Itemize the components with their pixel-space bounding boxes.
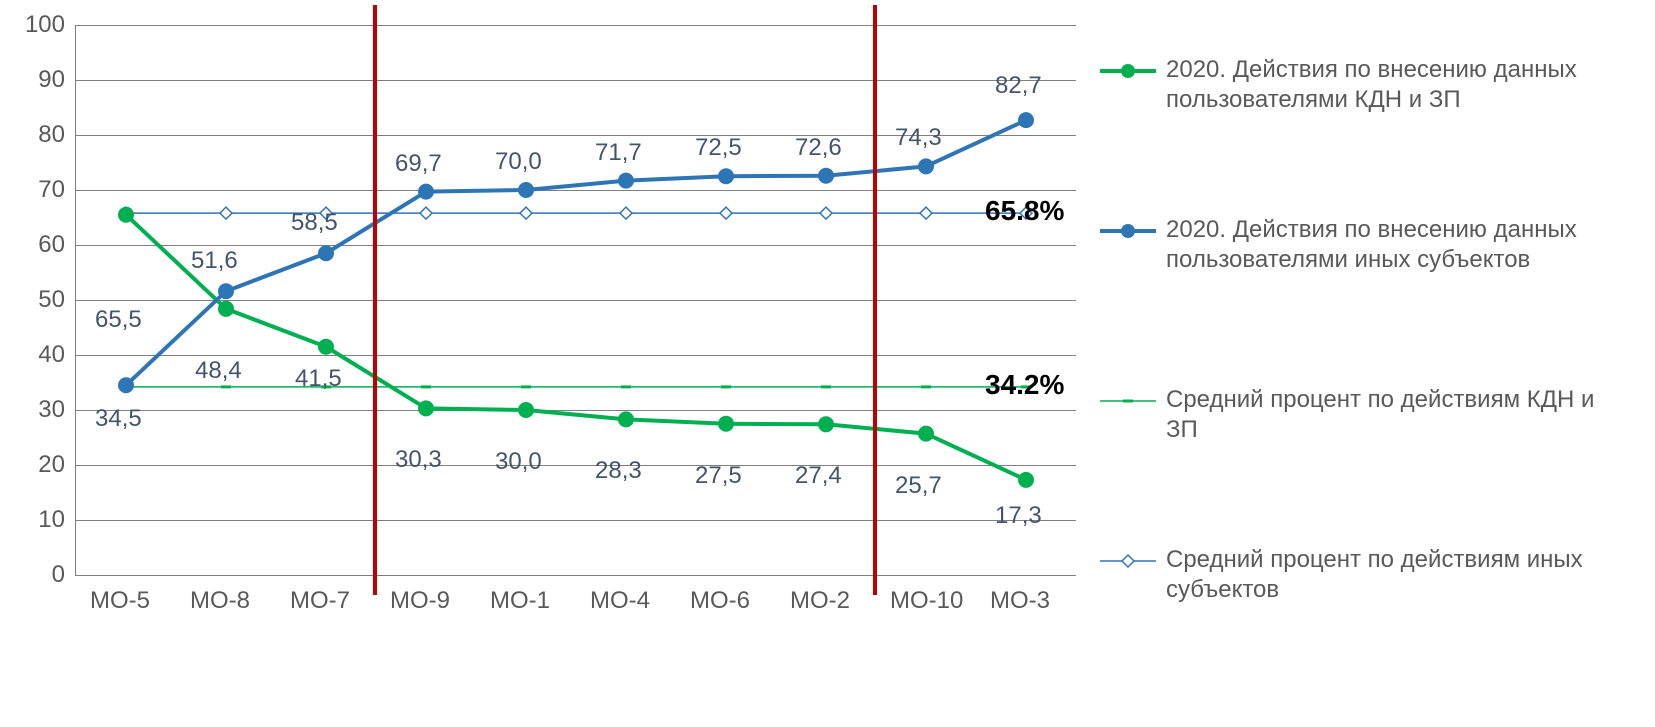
series-green-data-label: 30,0 (495, 448, 542, 476)
series-blue-data-label: 74,3 (895, 124, 942, 152)
series-blue-marker (118, 377, 134, 393)
x-tick-label: МО-6 (690, 587, 750, 615)
x-tick-label: МО-7 (290, 587, 350, 615)
series-green-data-label: 27,4 (795, 462, 842, 490)
y-tick-label: 80 (38, 121, 65, 149)
y-tick-label: 70 (38, 176, 65, 204)
legend-swatch (1100, 391, 1156, 411)
divider-line (373, 5, 377, 595)
series-green-marker (718, 416, 734, 432)
series-blue-data-label: 72,5 (695, 134, 742, 162)
y-tick-label: 0 (52, 561, 65, 589)
series-blue-marker (1018, 112, 1034, 128)
legend-label: Средний процент по действиям КДН и ЗП (1166, 385, 1606, 445)
series-blue-marker (918, 158, 934, 174)
series-blue-marker (418, 184, 434, 200)
legend-item-series_blue: 2020. Действия по внесению данных пользо… (1100, 215, 1640, 275)
series-green-marker (118, 207, 134, 223)
series-blue-data-label: 34,5 (95, 405, 142, 433)
x-tick-label: МО-5 (90, 587, 150, 615)
series-green-data-label: 25,7 (895, 472, 942, 500)
series-green-data-label: 65,5 (95, 306, 142, 334)
x-tick-label: МО-2 (790, 587, 850, 615)
legend-label: 2020. Действия по внесению данных пользо… (1166, 215, 1606, 275)
legend-item-ref_blue: Средний процент по действиям иных субъек… (1100, 545, 1640, 605)
series-blue-data-label: 51,6 (191, 247, 238, 275)
series-green-marker (1018, 472, 1034, 488)
y-tick-label: 50 (38, 286, 65, 314)
series-blue-data-label: 58,5 (291, 209, 338, 237)
legend-item-ref_green: Средний процент по действиям КДН и ЗП (1100, 385, 1640, 445)
reference-label-green: 34.2% (985, 369, 1064, 401)
series-green-data-label: 28,3 (595, 457, 642, 485)
series-green-data-label: 17,3 (995, 502, 1042, 530)
series-green-marker (518, 402, 534, 418)
ref-blue-marker (420, 207, 432, 219)
series-blue-marker (718, 168, 734, 184)
series-blue-data-label: 69,7 (395, 150, 442, 178)
series-green-marker (218, 301, 234, 317)
series-green-marker (918, 426, 934, 442)
x-tick-label: МО-8 (190, 587, 250, 615)
ref-blue-marker (820, 207, 832, 219)
ref-blue-marker (920, 207, 932, 219)
legend-label: 2020. Действия по внесению данных пользо… (1166, 55, 1606, 115)
ref-blue-marker (720, 207, 732, 219)
reference-label-blue: 65.8% (985, 195, 1064, 227)
ref-blue-marker (520, 207, 532, 219)
ref-blue-marker (220, 207, 232, 219)
legend-swatch (1100, 551, 1156, 571)
x-tick-label: МО-9 (390, 587, 450, 615)
series-blue-data-label: 72,6 (795, 134, 842, 162)
legend-swatch (1100, 221, 1156, 241)
series-blue-marker (318, 245, 334, 261)
y-tick-label: 20 (38, 451, 65, 479)
series-green-marker (418, 400, 434, 416)
y-tick-label: 10 (38, 506, 65, 534)
y-tick-label: 40 (38, 341, 65, 369)
series-green-marker (818, 416, 834, 432)
series-green-marker (618, 411, 634, 427)
series-green-line (126, 215, 1026, 480)
series-blue-marker (618, 173, 634, 189)
y-tick-label: 30 (38, 396, 65, 424)
x-tick-label: МО-4 (590, 587, 650, 615)
series-green-marker (318, 339, 334, 355)
y-tick-label: 100 (25, 11, 65, 39)
legend-swatch (1100, 61, 1156, 81)
series-green-data-label: 27,5 (695, 462, 742, 490)
divider-line (873, 5, 877, 595)
x-tick-label: МО-10 (890, 587, 963, 615)
series-blue-data-label: 70,0 (495, 148, 542, 176)
x-tick-label: МО-1 (490, 587, 550, 615)
legend-label: Средний процент по действиям иных субъек… (1166, 545, 1606, 605)
ref-blue-marker (620, 207, 632, 219)
series-blue-marker (218, 283, 234, 299)
series-blue-data-label: 71,7 (595, 139, 642, 167)
series-blue-marker (818, 168, 834, 184)
chart-root: 0 10 20 30 40 50 60 70 80 90 100 МО-5 МО-8 МО-7 МО-9 М… (0, 0, 1655, 727)
series-blue-data-label: 82,7 (995, 72, 1042, 100)
series-green-data-label: 41,5 (295, 365, 342, 393)
series-blue-line (126, 120, 1026, 385)
x-tick-label: МО-3 (990, 587, 1050, 615)
series-blue-marker (518, 182, 534, 198)
legend-item-series_green: 2020. Действия по внесению данных пользо… (1100, 55, 1640, 115)
series-green-data-label: 48,4 (195, 357, 242, 385)
y-tick-label: 60 (38, 231, 65, 259)
series-green-data-label: 30,3 (395, 446, 442, 474)
y-tick-label: 90 (38, 66, 65, 94)
